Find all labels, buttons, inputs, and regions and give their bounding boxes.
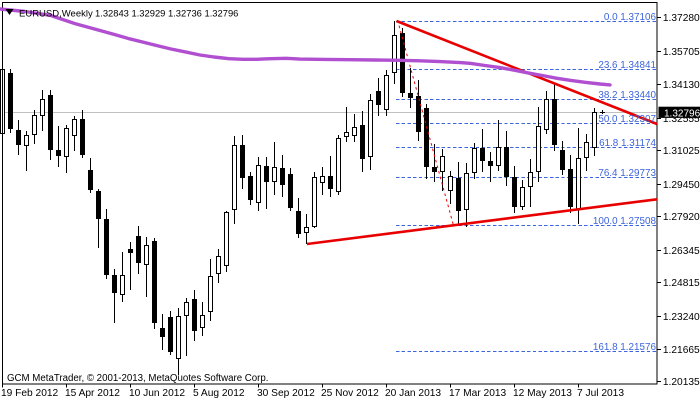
svg-text:30 Sep 2012: 30 Sep 2012 xyxy=(257,388,315,399)
svg-text:76.4 1.29773: 76.4 1.29773 xyxy=(598,168,656,179)
svg-text:1.26345: 1.26345 xyxy=(663,246,700,257)
svg-text:1.34130: 1.34130 xyxy=(663,80,700,91)
svg-text:1.37280: 1.37280 xyxy=(663,13,700,24)
svg-text:7 Jul 2013: 7 Jul 2013 xyxy=(577,388,624,399)
svg-text:19 Feb 2012: 19 Feb 2012 xyxy=(1,388,59,399)
svg-text:1.31025: 1.31025 xyxy=(663,146,700,157)
svg-text:161.8 1.21576: 161.8 1.21576 xyxy=(593,342,657,353)
svg-text:1.21665: 1.21665 xyxy=(663,345,700,356)
svg-text:GCM MetaTrader, © 2001-2013, M: GCM MetaTrader, © 2001-2013, MetaQuotes … xyxy=(7,373,268,384)
svg-text:1.29450: 1.29450 xyxy=(663,180,700,191)
svg-text:38.2 1.33440: 38.2 1.33440 xyxy=(598,90,656,101)
svg-text:1.23240: 1.23240 xyxy=(663,312,700,323)
svg-text:1.24815: 1.24815 xyxy=(663,278,700,289)
svg-text:25 Nov 2012: 25 Nov 2012 xyxy=(321,388,379,399)
svg-text:1.32843 1.32929 1.32736 1.3279: 1.32843 1.32929 1.32736 1.32796 xyxy=(95,7,238,18)
svg-text:1.35705: 1.35705 xyxy=(663,47,700,58)
svg-text:20 Jan 2013: 20 Jan 2013 xyxy=(385,388,441,399)
svg-text:12 May 2013: 12 May 2013 xyxy=(513,388,572,399)
svg-text:EURUSD,Weekly: EURUSD,Weekly xyxy=(19,8,93,19)
svg-text:23.6 1.34841: 23.6 1.34841 xyxy=(598,60,656,71)
svg-text:5 Aug 2012: 5 Aug 2012 xyxy=(193,388,245,399)
svg-text:100.0 1.27508: 100.0 1.27508 xyxy=(593,216,657,227)
svg-text:10 Jun 2012: 10 Jun 2012 xyxy=(129,388,185,399)
svg-text:61.8 1.31174: 61.8 1.31174 xyxy=(599,138,656,149)
svg-text:15 Apr 2012: 15 Apr 2012 xyxy=(65,388,120,399)
svg-text:0.0 1.37106: 0.0 1.37106 xyxy=(604,12,657,23)
svg-text:17 Mar 2013: 17 Mar 2013 xyxy=(449,388,507,399)
svg-text:1.32555: 1.32555 xyxy=(663,114,700,125)
svg-text:50.0 1.32307: 50.0 1.32307 xyxy=(598,114,656,125)
svg-text:1.27920: 1.27920 xyxy=(663,212,700,223)
svg-text:1.32796: 1.32796 xyxy=(664,108,700,119)
svg-text:1.20135: 1.20135 xyxy=(663,377,700,388)
